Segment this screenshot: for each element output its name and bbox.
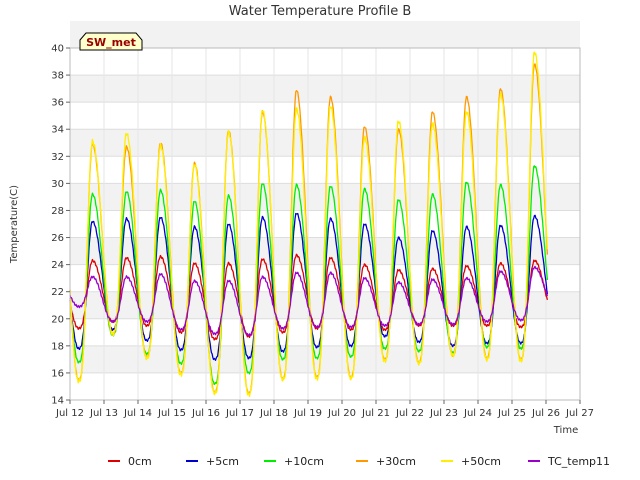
x-axis-ticks: Jul 12 Jul 13 Jul 14 Jul 15 Jul 16 Jul 17 Jul … — [55, 400, 594, 419]
badge-shape — [79, 32, 143, 51]
y-tick-label: 18 — [51, 341, 64, 352]
x-tick-label: Jul 27 — [565, 408, 594, 419]
x-tick-label: Jul 19 — [293, 408, 322, 419]
legend-label: 0cm — [128, 455, 152, 468]
x-tick-label: Jul 26 — [531, 408, 560, 419]
grid-band — [70, 75, 580, 103]
y-tick-label: 24 — [51, 260, 64, 271]
legend-label: +30cm — [376, 455, 416, 468]
series-line-50cm — [69, 51, 549, 398]
y-tick-label: 26 — [51, 233, 64, 244]
legend-label: TC_temp11 — [547, 455, 610, 468]
y-tick-label: 40 — [51, 44, 64, 55]
x-tick-label: Jul 14 — [123, 408, 152, 419]
y-axis-ticks: 14 16 18 20 22 24 26 28 30 32 34 36 38 40 — [51, 44, 70, 407]
x-tick-label: Jul 22 — [395, 408, 424, 419]
x-tick-label: Jul 21 — [361, 408, 390, 419]
y-tick-label: 22 — [51, 287, 64, 298]
legend-label: +50cm — [461, 455, 501, 468]
x-tick-label: Jul 20 — [327, 408, 356, 419]
y-tick-label: 30 — [51, 179, 64, 190]
x-tick-label: Jul 16 — [191, 408, 220, 419]
y-tick-label: 36 — [51, 98, 64, 109]
y-axis-label: Temperature(C) — [9, 185, 20, 264]
badge-label: SW_met — [86, 36, 136, 49]
x-tick-label: Jul 15 — [157, 408, 186, 419]
y-tick-label: 32 — [51, 152, 64, 163]
x-tick-label: Jul 23 — [429, 408, 458, 419]
chart-title: Water Temperature Profile B — [229, 4, 412, 19]
plot-frame — [69, 47, 581, 401]
y-tick-label: 28 — [51, 206, 64, 217]
legend-label: +5cm — [206, 455, 239, 468]
y-tick-label: 16 — [51, 368, 64, 379]
grid-band — [70, 20, 580, 48]
x-tick-label: Jul 18 — [259, 408, 288, 419]
series-line-tctemp11 — [69, 265, 549, 337]
x-tick-label: Jul 25 — [497, 408, 526, 419]
y-tick-label: 20 — [51, 314, 64, 325]
legend: 0cm +5cm +10cm +30cm +50cm TC_temp11 — [108, 455, 610, 468]
x-axis-label: Time — [553, 425, 578, 436]
legend-label: +10cm — [284, 455, 324, 468]
y-tick-label: 38 — [51, 71, 64, 82]
grid-band — [70, 129, 580, 157]
grid-band — [70, 345, 580, 373]
station-badge: SW_met — [79, 32, 143, 51]
series-lines — [69, 51, 549, 398]
y-tick-label: 34 — [51, 125, 64, 136]
y-tick-label: 14 — [51, 396, 64, 407]
x-tick-label: Jul 24 — [463, 408, 492, 419]
x-tick-label: Jul 13 — [89, 408, 118, 419]
x-tick-label: Jul 17 — [225, 408, 254, 419]
x-tick-label: Jul 12 — [55, 408, 84, 419]
